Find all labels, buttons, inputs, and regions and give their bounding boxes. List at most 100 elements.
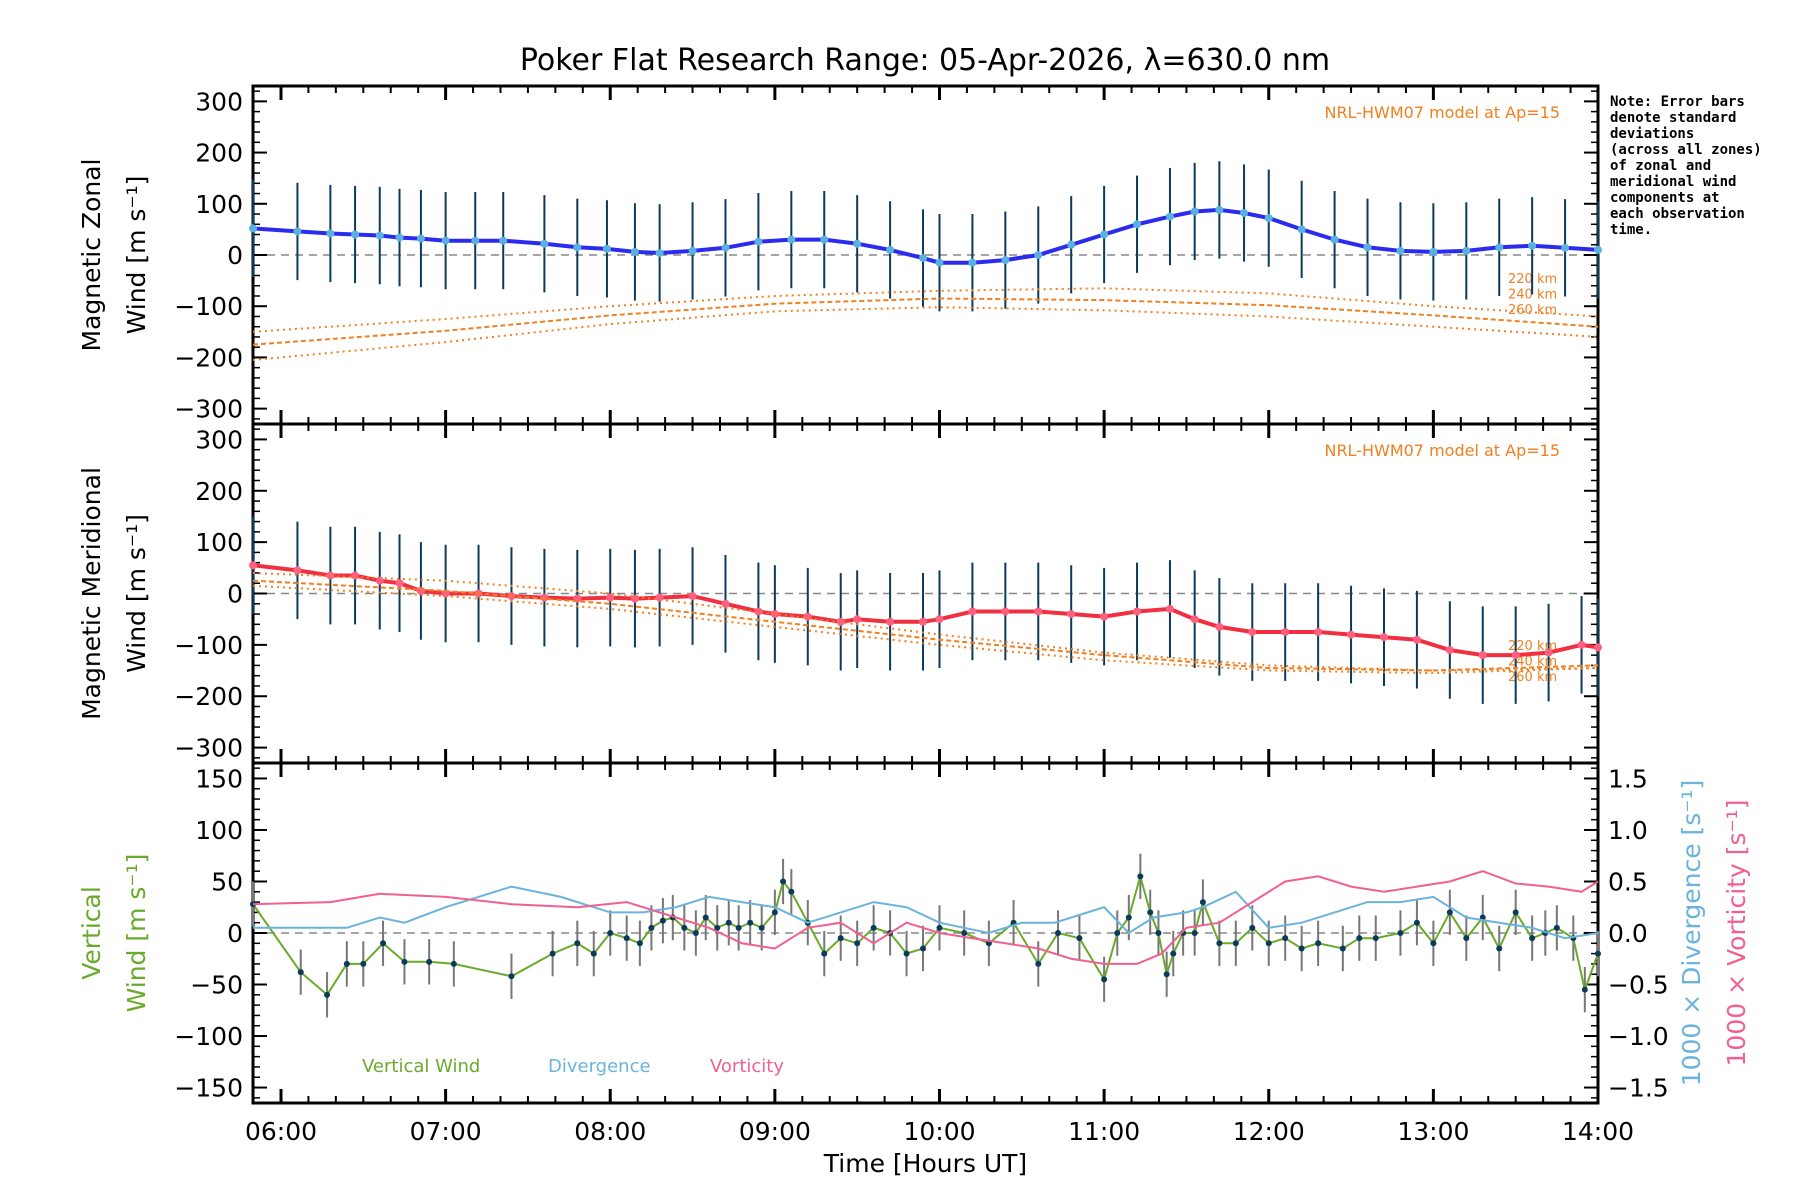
data-point [721,599,730,608]
data-point [630,247,639,256]
data-point [1315,940,1322,947]
data-point [401,958,408,965]
y-axis-label-line1: Magnetic Meridional [77,467,106,720]
data-point [1314,628,1323,637]
data-point [1330,235,1339,244]
x-tick-label: 07:00 [410,1117,482,1146]
data-point [787,235,796,244]
data-point [606,593,615,602]
data-point [725,919,732,926]
y-tick-label: −100 [174,631,243,660]
y2-tick-label: −1.0 [1608,1022,1669,1051]
data-point [853,615,862,624]
data-point [602,244,611,253]
data-point [326,229,335,238]
data-point [903,950,910,957]
data-point [1035,960,1042,967]
y-tick-label: 50 [211,867,243,896]
x-tick-label: 06:00 [245,1117,317,1146]
data-point [935,615,944,624]
data-point [1034,251,1043,259]
x-tick-label: 11:00 [1068,1117,1140,1146]
y2-tick-label: 0.5 [1608,867,1648,896]
y-tick-label: 200 [195,477,243,506]
data-point [836,617,845,626]
data-point [375,576,384,585]
data-point [1215,622,1224,631]
data-point [1264,214,1273,223]
y-axis-label-line2: Wind [m s⁻¹] [122,176,151,335]
data-point [293,566,302,575]
y-tick-label: −100 [174,292,243,321]
data-point [293,227,302,236]
data-point [886,245,895,254]
data-point [1133,220,1142,229]
data-point [1215,205,1224,214]
model-label: NRL-HWM07 model at Ap=15 [1324,441,1560,460]
data-point [1495,243,1504,252]
data-point [1125,914,1132,921]
data-point [499,236,508,245]
x-tick-label: 14:00 [1562,1117,1634,1146]
data-point [837,935,844,942]
data-point [1137,873,1144,880]
y-tick-label: −300 [174,734,243,763]
x-tick-label: 13:00 [1397,1117,1469,1146]
data-point [1298,945,1305,952]
y-tick-label: 0 [227,919,243,948]
x-axis-label: Time [Hours UT] [823,1149,1027,1178]
data-point [1512,909,1519,916]
data-point [1347,630,1356,639]
data-point [1265,940,1272,947]
data-point [573,243,582,252]
data-point [1577,640,1586,649]
data-point [297,969,304,976]
data-point [1446,909,1453,916]
data-point [249,224,257,233]
y-tick-label: −100 [174,1022,243,1051]
data-point [324,991,331,998]
data-point [1076,935,1083,942]
data-point [1101,976,1108,983]
data-point [1155,930,1162,936]
y-axis-label-line1: Magnetic Zonal [77,159,106,352]
data-point [655,593,664,602]
data-point [935,258,944,267]
data-point [688,246,697,255]
data-point [416,234,425,243]
data-point [590,950,597,957]
data-point [771,909,778,916]
data-point [1544,648,1553,657]
altitude-label: 220 km [1508,639,1557,654]
data-point [886,617,895,626]
data-point [623,935,630,942]
series-line-hwm-260-km [252,584,1599,675]
y-axis-label-line2: Wind [m s⁻¹] [122,514,151,673]
altitude-label: 240 km [1508,654,1557,669]
data-point [540,593,549,602]
data-point [1232,940,1239,947]
y-tick-label: 300 [195,425,243,454]
data-point [540,239,549,248]
data-point [853,239,862,248]
altitude-label: 260 km [1508,670,1557,685]
y-tick-label: −200 [174,682,243,711]
y-axis-label-line1: Vertical [77,886,106,980]
y-tick-label: 0 [227,241,243,270]
y-tick-label: 100 [195,190,243,219]
altitude-label: 260 km [1508,303,1557,318]
y-axis-label-line2: Wind [m s⁻¹] [122,854,151,1013]
data-point [1248,628,1257,637]
y2-axis-label-vorticity: 1000 × Vorticity [s⁻¹] [1722,800,1751,1067]
chart-title: Poker Flat Research Range: 05-Apr-2026, … [520,43,1330,78]
data-point [1553,924,1560,931]
data-point [1412,635,1421,644]
data-point [1100,230,1109,239]
data-point [936,924,943,931]
data-point [920,945,927,952]
y-tick-label: 100 [195,816,243,845]
data-point [351,571,360,580]
data-point [702,914,709,921]
data-point [1561,243,1570,252]
data-point [821,950,828,957]
